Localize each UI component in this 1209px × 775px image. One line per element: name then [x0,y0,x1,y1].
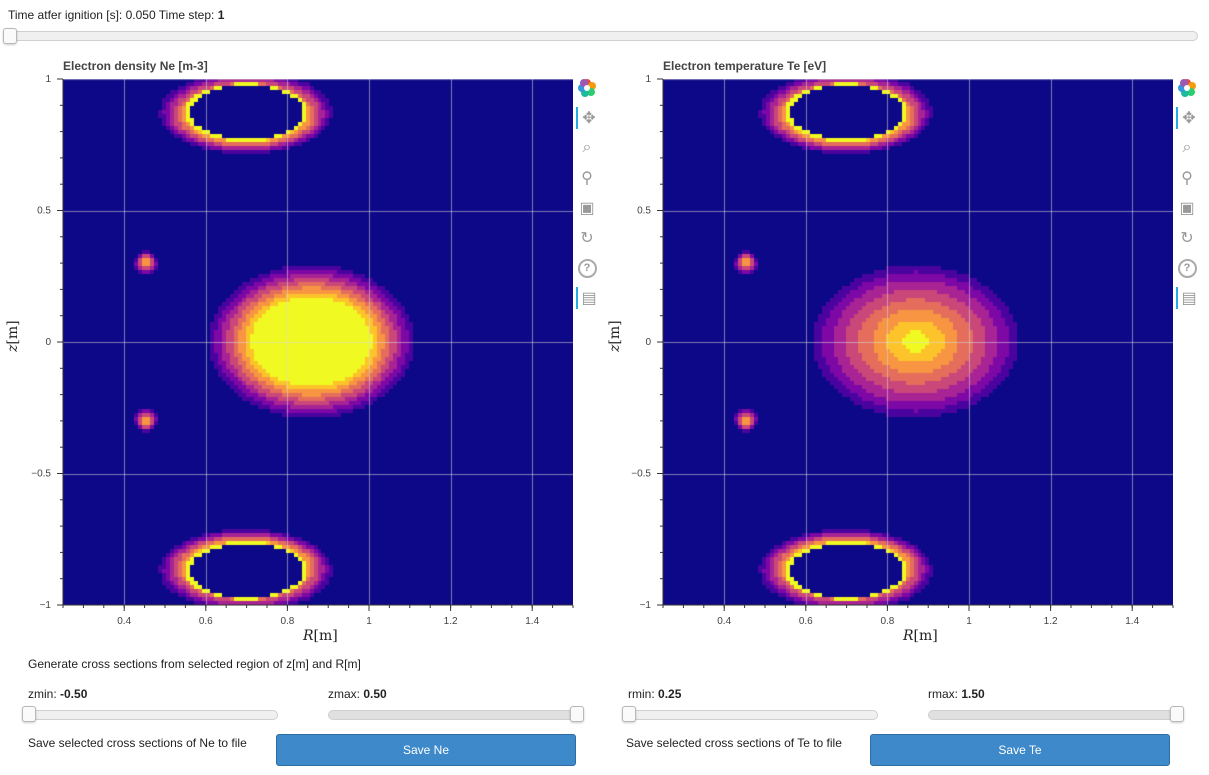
help-icon[interactable]: ? [576,257,598,279]
time-slider-handle[interactable] [3,28,17,44]
y-tick-label: 1 [645,74,651,85]
time-readout: Time atfer ignition [s]: 0.050 Time step… [8,8,224,22]
ne-axes: 0.4 0.6 0.8 1 1.2 1.4 1 0.5 0 −0.5 −1 [31,74,574,627]
y-tick-label: −1 [40,600,52,611]
pan-icon[interactable]: ✥ [576,107,600,129]
ne-heatmap[interactable] [63,79,573,605]
x-tick-label: 0.8 [880,616,894,627]
bokeh-logo-icon[interactable] [576,77,598,99]
x-tick-label: 1 [966,616,972,627]
zmin-slider-track[interactable] [24,710,278,720]
zmax-slider-track[interactable] [328,710,582,720]
te-heatmap[interactable] [663,79,1173,605]
y-tick-label: 0.5 [37,206,51,217]
te-xlabel: R[m] [903,628,938,644]
ne-xlabel: R[m] [303,628,338,644]
x-tick-label: 1.4 [1125,616,1139,627]
x-tick-label: 0.4 [117,616,131,627]
x-tick-label: 0.6 [799,616,813,627]
x-tick-label: 1.2 [444,616,458,627]
help-icon[interactable]: ? [1176,257,1198,279]
x-tick-label: 1.2 [1044,616,1058,627]
bokeh-logo-icon[interactable] [1176,77,1198,99]
plot-title-te: Electron temperature Te [eV] [663,59,827,73]
time-label: Time atfer ignition [s]: [8,8,123,22]
te-toolbar: ✥ ⌕ ⚲ ▣ ↻? ▤ [1176,77,1200,317]
wheel-zoom-icon[interactable]: ⚲ [581,170,593,187]
rmax-readout: rmax: 1.50 [928,687,985,701]
y-tick-label: 0 [45,337,51,348]
y-tick-label: 0.5 [637,206,651,217]
time-slider-track[interactable] [3,31,1198,41]
pan-icon[interactable]: ✥ [1176,107,1200,129]
rmin-slider-track[interactable] [624,710,878,720]
ne-ylabel: z[m] [5,320,21,352]
y-tick-label: −0.5 [31,469,51,480]
y-tick-label: 0 [645,337,651,348]
wheel-zoom-icon[interactable]: ⚲ [1181,170,1193,187]
rmax-slider-handle[interactable] [1170,706,1184,722]
step-label: Time step: [158,8,215,22]
te-ylabel: z[m] [607,320,623,352]
rmin-readout: rmin: 0.25 [628,687,682,701]
y-tick-label: 1 [45,74,51,85]
y-tick-label: −0.5 [631,469,651,480]
plot-title-ne: Electron density Ne [m-3] [63,59,208,73]
rmin-slider-handle[interactable] [622,706,636,722]
zmax-readout: zmax: 0.50 [328,687,387,701]
rmax-slider-track[interactable] [928,710,1182,720]
zmax-slider-handle[interactable] [570,706,584,722]
save-te-text: Save selected cross sections of Te to fi… [626,736,842,750]
te-heatmap-canvas[interactable] [663,79,1173,605]
reset-icon[interactable]: ↻ [580,230,594,247]
save-ne-button[interactable]: Save Ne [276,734,576,766]
zmin-slider-handle[interactable] [22,706,36,722]
x-tick-label: 0.4 [717,616,731,627]
box-zoom-icon[interactable]: ⌕ [582,139,592,156]
generate-label: Generate cross sections from selected re… [28,657,361,671]
step-value: 1 [217,8,225,22]
zmin-readout: zmin: -0.50 [28,687,88,701]
ne-heatmap-canvas[interactable] [63,79,573,605]
hover-icon[interactable]: ▤ [1176,287,1200,309]
te-axes: 0.4 0.6 0.8 1 1.2 1.4 1 0.5 0 −0.5 −1 [631,74,1174,627]
ne-toolbar: ✥ ⌕ ⚲ ▣ ↻? ▤ [576,77,600,317]
x-tick-label: 0.8 [280,616,294,627]
save-ne-text: Save selected cross sections of Ne to fi… [28,736,247,750]
y-tick-label: −1 [640,600,652,611]
hover-icon[interactable]: ▤ [576,287,600,309]
x-tick-label: 1 [366,616,372,627]
time-value: 0.050 [125,8,156,22]
reset-icon[interactable]: ↻ [1180,230,1194,247]
x-tick-label: 1.4 [525,616,539,627]
x-tick-label: 0.6 [199,616,213,627]
save-te-button[interactable]: Save Te [870,734,1170,766]
save-icon[interactable]: ▣ [1179,200,1195,217]
box-zoom-icon[interactable]: ⌕ [1182,139,1192,156]
save-icon[interactable]: ▣ [579,200,595,217]
